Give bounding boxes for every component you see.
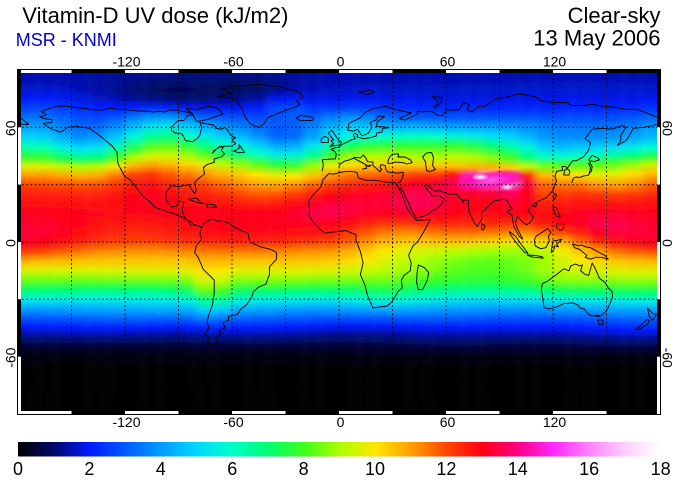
svg-text:-120: -120 [112,54,140,70]
svg-text:60: 60 [659,121,675,137]
svg-text:MSR - KNMI: MSR - KNMI [16,30,117,50]
svg-text:0: 0 [337,414,345,430]
svg-text:0: 0 [337,54,345,70]
svg-text:18: 18 [651,459,671,479]
svg-text:16: 16 [579,459,599,479]
svg-text:Vitamin-D UV dose (kJ/m2): Vitamin-D UV dose (kJ/m2) [22,3,288,28]
svg-text:120: 120 [543,54,567,70]
svg-text:-60: -60 [223,414,243,430]
svg-text:-60: -60 [659,348,675,368]
svg-text:0: 0 [659,239,675,247]
svg-text:-60: -60 [223,54,243,70]
svg-text:8: 8 [299,459,309,479]
svg-text:12: 12 [436,459,456,479]
svg-text:0: 0 [13,459,23,479]
svg-text:2: 2 [84,459,94,479]
svg-text:60: 60 [440,54,456,70]
svg-text:60: 60 [440,414,456,430]
svg-text:13 May 2006: 13 May 2006 [533,26,660,51]
svg-text:60: 60 [3,120,19,136]
svg-text:-120: -120 [112,414,140,430]
svg-text:-60: -60 [3,347,19,367]
svg-text:10: 10 [365,459,385,479]
svg-text:120: 120 [543,414,567,430]
svg-text:6: 6 [227,459,237,479]
svg-text:4: 4 [156,459,166,479]
svg-text:Clear-sky: Clear-sky [568,3,661,28]
svg-text:0: 0 [3,239,19,247]
svg-text:14: 14 [508,459,528,479]
